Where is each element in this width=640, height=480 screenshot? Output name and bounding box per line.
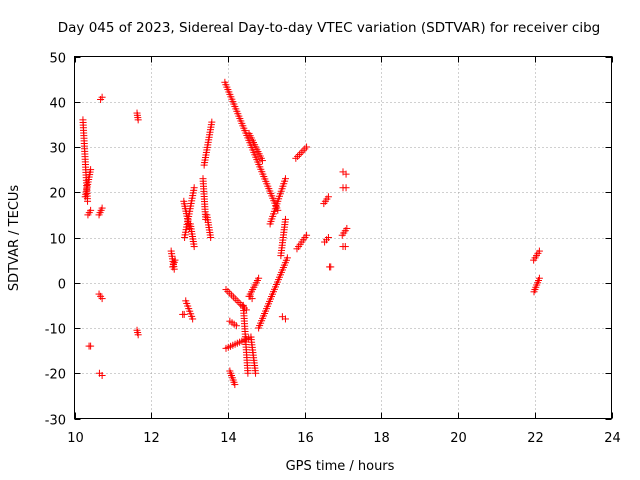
data-point <box>232 322 240 330</box>
data-point <box>229 293 237 301</box>
y-tick-label: -10 <box>45 323 66 338</box>
x-tick-label: 20 <box>450 431 467 446</box>
data-point <box>255 274 263 282</box>
data-point <box>134 116 142 124</box>
data-point <box>258 157 266 165</box>
data-point <box>87 206 95 214</box>
x-tick-label: 14 <box>220 431 237 446</box>
y-tick-label: 40 <box>49 97 66 112</box>
data-point <box>281 215 289 223</box>
data-point <box>207 234 215 241</box>
data-point <box>324 193 332 201</box>
data-point <box>84 197 92 205</box>
data-points <box>79 78 543 389</box>
grid <box>74 56 612 419</box>
data-point <box>231 295 239 303</box>
plot-frame <box>74 56 612 419</box>
x-tick-label: 12 <box>143 431 160 446</box>
data-point <box>189 315 197 323</box>
data-point <box>98 93 106 101</box>
chart-title: Day 045 of 2023, Sidereal Day-to-day VTE… <box>58 20 601 36</box>
data-point <box>228 291 236 299</box>
data-point <box>190 184 198 192</box>
data-point <box>342 184 350 192</box>
x-tick-label: 22 <box>527 431 544 446</box>
x-axis-label: GPS time / hours <box>286 459 395 474</box>
data-point <box>294 152 302 160</box>
data-point <box>190 243 198 251</box>
y-tick-label: 50 <box>49 52 66 67</box>
y-axis-label: SDTVAR / TECUs <box>7 185 22 292</box>
data-point <box>303 143 311 151</box>
data-point <box>87 166 95 174</box>
axis-ticks <box>74 56 613 420</box>
data-point <box>252 369 260 377</box>
data-point <box>231 381 239 389</box>
data-point <box>98 372 106 380</box>
x-tick-label: 18 <box>373 431 390 446</box>
data-point <box>244 369 252 377</box>
y-tick-label: 20 <box>49 187 66 202</box>
data-point <box>134 331 142 339</box>
data-point <box>292 154 300 162</box>
data-point <box>324 234 332 241</box>
data-point <box>226 289 234 297</box>
data-point <box>327 263 335 271</box>
data-point <box>248 295 256 303</box>
x-tick-label: 16 <box>297 431 314 446</box>
data-point <box>281 175 289 183</box>
y-tick-label: -30 <box>45 414 66 429</box>
y-tick-label: -20 <box>45 368 66 383</box>
data-point <box>301 145 309 153</box>
x-tick-label: 10 <box>67 431 84 446</box>
data-point <box>297 149 305 157</box>
data-point <box>87 342 95 350</box>
y-tick-label: 30 <box>49 142 66 157</box>
x-tick-label: 24 <box>604 431 621 446</box>
data-point <box>239 302 247 310</box>
data-point <box>171 256 179 264</box>
data-point <box>342 170 350 178</box>
data-point <box>180 310 188 318</box>
data-point <box>224 287 232 295</box>
data-point <box>535 274 543 282</box>
data-point <box>341 243 349 251</box>
data-point <box>303 231 311 239</box>
y-tick-label: 0 <box>58 278 66 293</box>
data-point <box>222 286 230 294</box>
data-point <box>343 224 351 232</box>
data-point <box>208 118 216 126</box>
data-point <box>98 204 106 212</box>
data-point <box>281 315 289 323</box>
data-point <box>283 254 291 262</box>
data-point <box>295 151 303 159</box>
tick-labels: 10 12 14 16 18 20 22 24 -30 -20 -10 0 10 20 30 40 50 <box>45 52 621 447</box>
data-point <box>98 295 106 303</box>
data-point <box>535 247 543 255</box>
data-point <box>233 297 241 305</box>
y-tick-label: 10 <box>49 233 66 248</box>
